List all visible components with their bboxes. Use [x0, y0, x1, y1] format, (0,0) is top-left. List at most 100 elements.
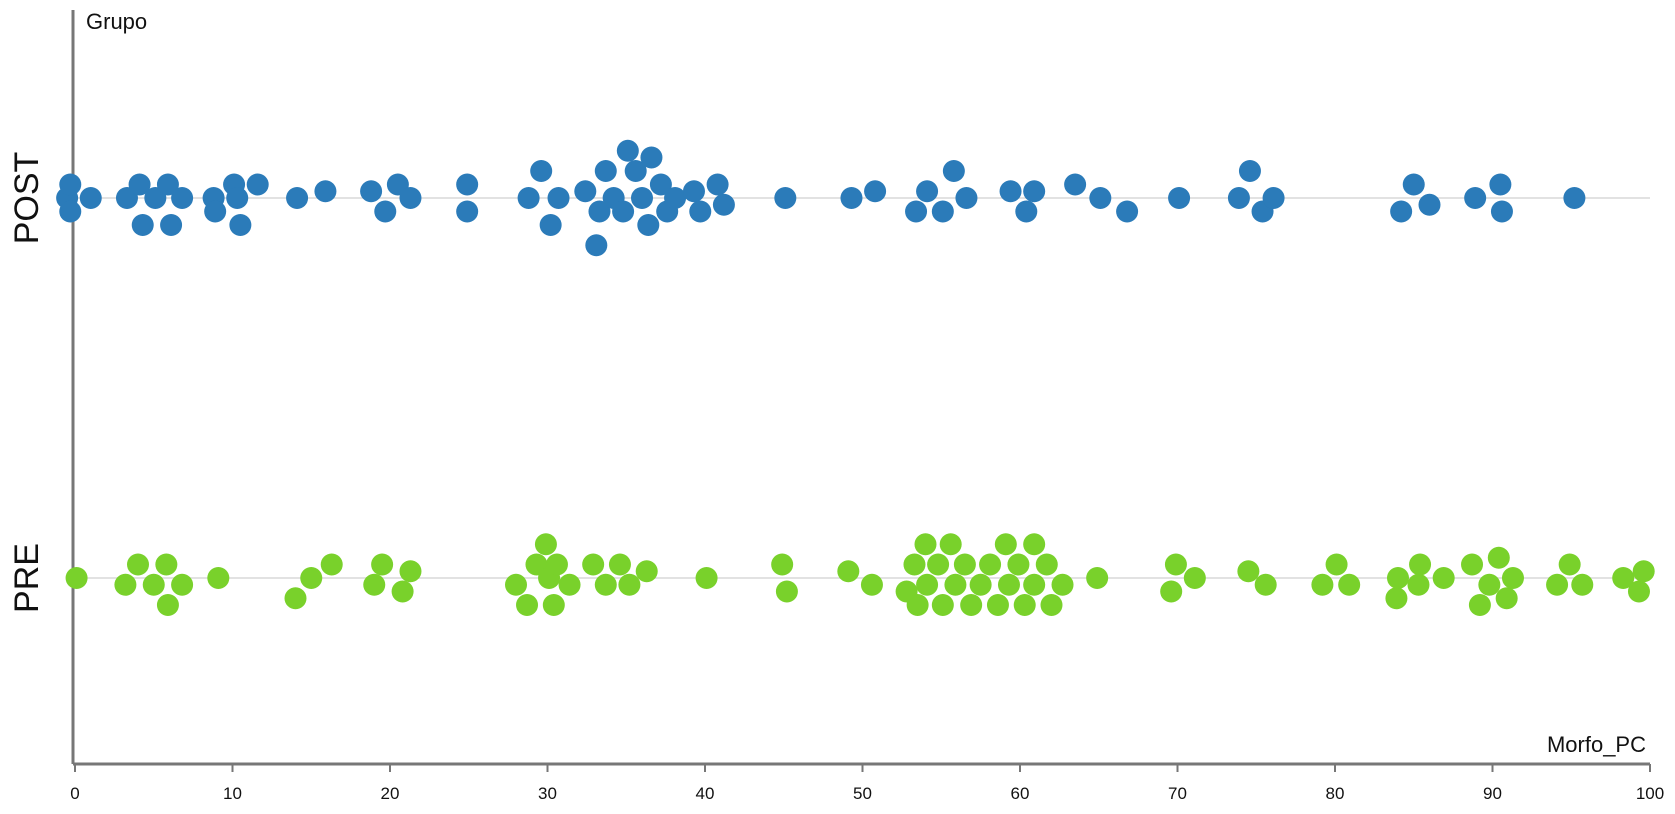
point-post — [588, 200, 611, 223]
point-post — [682, 180, 705, 203]
point-post — [456, 173, 479, 196]
group-label-pre: PRE — [8, 543, 46, 613]
point-post — [374, 200, 397, 223]
y-axis-title: Grupo — [86, 9, 147, 34]
point-post — [1563, 187, 1586, 209]
point-pre — [399, 560, 422, 583]
point-pre — [1468, 594, 1491, 616]
point-post — [1089, 187, 1112, 209]
point-pre — [391, 580, 414, 603]
point-post — [706, 173, 729, 196]
point-pre — [142, 573, 165, 596]
point-pre — [1023, 573, 1046, 596]
point-post — [547, 187, 570, 209]
point-pre — [1387, 567, 1409, 589]
point-post — [517, 187, 540, 209]
point-post — [574, 180, 597, 203]
point-pre — [1183, 567, 1206, 589]
point-post — [1168, 187, 1191, 209]
point-pre — [534, 533, 557, 556]
point-pre — [1007, 553, 1030, 576]
point-pre — [1311, 573, 1334, 596]
point-post — [59, 200, 82, 223]
point-post — [1402, 173, 1425, 196]
point-pre — [997, 573, 1020, 596]
point-post — [616, 139, 639, 162]
point-pre — [994, 533, 1017, 556]
x-tick-label: 70 — [1168, 784, 1187, 803]
point-post — [637, 214, 660, 236]
x-tick-label: 80 — [1326, 784, 1345, 803]
point-post — [864, 180, 887, 203]
point-pre — [516, 594, 539, 616]
point-pre — [1051, 573, 1074, 596]
point-pre — [594, 573, 617, 596]
point-pre — [1478, 573, 1501, 596]
point-post — [1262, 187, 1285, 209]
point-post — [942, 160, 965, 182]
x-axis-tick-labels: 0 10 20 30 40 50 60 70 80 90 100 — [70, 784, 1664, 803]
x-tick-label: 40 — [696, 784, 715, 803]
point-pre — [1501, 567, 1524, 589]
point-pre — [1338, 573, 1361, 596]
x-tick-label: 20 — [381, 784, 400, 803]
point-pre — [363, 573, 386, 596]
point-post — [314, 180, 337, 203]
point-pre — [320, 553, 343, 576]
point-pre — [1487, 546, 1510, 569]
point-post — [156, 173, 179, 196]
x-tick-label: 0 — [70, 784, 79, 803]
point-pre — [837, 560, 860, 583]
x-axis-title: Morfo_PC — [1547, 732, 1646, 757]
point-post — [131, 214, 154, 236]
point-pre — [914, 533, 937, 556]
point-pre — [635, 560, 658, 583]
point-post — [246, 173, 269, 196]
x-axis-ticks — [74, 764, 1651, 772]
point-pre — [1325, 553, 1348, 576]
point-post — [1490, 200, 1513, 223]
point-pre — [953, 553, 976, 576]
point-post — [399, 187, 422, 209]
point-pre — [207, 567, 230, 589]
point-pre — [1164, 553, 1187, 576]
point-post — [999, 180, 1022, 203]
point-post — [712, 193, 735, 216]
point-pre — [371, 553, 394, 576]
point-pre — [695, 567, 718, 589]
point-pre — [284, 587, 307, 610]
point-pre — [927, 553, 950, 576]
point-pre — [1035, 553, 1058, 576]
point-post — [286, 187, 309, 209]
point-post — [1064, 173, 1087, 196]
point-post — [1116, 200, 1139, 223]
point-pre — [582, 553, 605, 576]
point-pre — [1432, 567, 1455, 589]
point-pre — [1558, 553, 1581, 576]
point-post — [955, 187, 978, 209]
point-pre — [916, 573, 939, 596]
point-post — [204, 200, 227, 223]
point-pre — [860, 573, 883, 596]
point-post — [539, 214, 562, 236]
point-post — [931, 200, 954, 223]
point-pre — [979, 553, 1002, 576]
point-post — [1464, 187, 1487, 209]
point-post — [226, 187, 249, 209]
point-pre — [1612, 567, 1635, 589]
point-pre — [618, 573, 641, 596]
point-post — [774, 187, 797, 209]
point-pre — [127, 553, 149, 576]
point-post — [1227, 187, 1250, 209]
point-pre — [939, 533, 962, 556]
point-pre — [903, 553, 926, 576]
point-pre — [775, 580, 798, 603]
point-post — [1390, 200, 1413, 223]
point-post — [79, 187, 102, 209]
point-post — [631, 187, 653, 209]
point-post — [360, 180, 383, 203]
point-post — [128, 173, 151, 196]
point-post — [456, 200, 479, 223]
point-pre — [608, 553, 631, 576]
